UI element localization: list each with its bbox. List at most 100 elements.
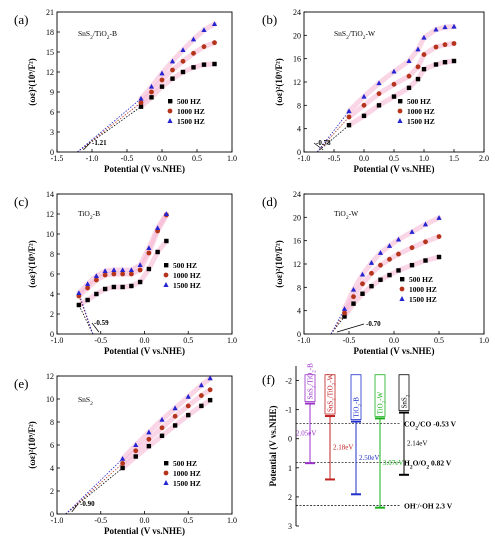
data-point-1000hz bbox=[376, 91, 382, 97]
legend-entry: 500 HZ bbox=[173, 459, 197, 468]
data-point-1000hz bbox=[120, 461, 126, 466]
intercept-arrow bbox=[71, 503, 79, 513]
data-point-1500hz bbox=[146, 245, 152, 250]
y-tick-label: -2 bbox=[285, 377, 292, 386]
data-point-500hz bbox=[433, 62, 439, 67]
x-tick-label: -1.5 bbox=[51, 154, 64, 163]
data-point-1000hz bbox=[170, 67, 175, 73]
x-tick-label: -0.5 bbox=[328, 154, 341, 163]
fit-band bbox=[120, 387, 213, 466]
x-tick-label: -0.5 bbox=[121, 154, 134, 163]
extrapolation-line bbox=[77, 102, 142, 153]
x-tick-label: 0.0 bbox=[157, 154, 167, 163]
band-gap-label: 2.18eV bbox=[333, 444, 353, 452]
data-point-500hz bbox=[378, 277, 383, 282]
data-point-500hz bbox=[133, 454, 138, 459]
data-point-1500hz bbox=[190, 36, 197, 42]
data-point-1000hz bbox=[159, 77, 165, 83]
y-tick-label: -1 bbox=[285, 406, 292, 415]
data-point-1500hz bbox=[172, 405, 178, 411]
y-tick-label: 0 bbox=[50, 510, 54, 519]
x-tick-label: -0.5 bbox=[94, 336, 107, 345]
x-tick-label: -1.0 bbox=[51, 516, 64, 525]
data-point-500hz bbox=[360, 291, 365, 296]
data-point-1500hz bbox=[211, 21, 218, 26]
x-tick-label: -1.0 bbox=[298, 336, 311, 345]
data-point-500hz bbox=[191, 65, 196, 70]
data-point-500hz bbox=[451, 58, 457, 64]
band-name-box bbox=[350, 374, 362, 420]
data-point-1000hz bbox=[137, 267, 143, 273]
legend-entry: 500 HZ bbox=[409, 275, 433, 284]
band-gap-label: 2.50eV bbox=[359, 454, 379, 462]
data-point-1000hz bbox=[360, 281, 365, 287]
data-point-500hz bbox=[346, 122, 352, 128]
data-point-1500hz bbox=[422, 221, 429, 227]
redox-level-label: H2O/O2 0.82 V bbox=[404, 459, 452, 471]
data-point-500hz bbox=[207, 397, 213, 403]
data-point-1000hz bbox=[369, 270, 374, 276]
data-point-1500hz bbox=[406, 58, 412, 63]
data-point-500hz bbox=[376, 103, 382, 108]
data-point-500hz bbox=[102, 286, 108, 292]
data-point-500hz bbox=[436, 254, 442, 260]
data-point-500hz bbox=[120, 284, 125, 290]
y-tick-label: 10 bbox=[46, 395, 54, 404]
data-point-500hz bbox=[138, 104, 144, 109]
y-tick-label: 6 bbox=[50, 441, 54, 450]
data-point-1500hz bbox=[395, 236, 402, 242]
x-tick-label: 1.0 bbox=[479, 336, 489, 345]
y-tick-label: 12 bbox=[293, 260, 301, 269]
y-tick-label: 12 bbox=[46, 372, 54, 381]
x-tick-label: 0.5 bbox=[434, 336, 444, 345]
extrapolation-line bbox=[65, 467, 123, 515]
y-tick-label: 10 bbox=[46, 230, 54, 239]
redox-level-label: CO2/CO -0.53 V bbox=[404, 419, 457, 431]
data-point-500hz bbox=[406, 85, 412, 91]
data-point-1000hz bbox=[415, 64, 421, 70]
legend-marker-1500hz bbox=[163, 480, 169, 485]
data-point-1500hz bbox=[361, 93, 367, 99]
data-point-1500hz bbox=[137, 262, 143, 267]
y-tick-label: 15 bbox=[46, 48, 54, 57]
y-tick-label: 0 bbox=[288, 435, 292, 444]
data-point-1500hz bbox=[159, 70, 165, 76]
data-point-1500hz bbox=[376, 80, 382, 86]
x-tick-label: 0.5 bbox=[183, 336, 193, 345]
y-axis-label: (ωε)²(10⁹/F²) bbox=[27, 240, 37, 288]
panel-label: (f) bbox=[262, 372, 275, 387]
y-tick-label: 4 bbox=[297, 125, 301, 134]
data-point-1000hz bbox=[436, 234, 442, 239]
data-point-1500hz bbox=[146, 429, 152, 435]
data-point-1000hz bbox=[191, 50, 196, 56]
plot-frame bbox=[303, 193, 485, 335]
x-tick-label: 0.0 bbox=[140, 336, 150, 345]
fit-band bbox=[342, 215, 442, 312]
data-point-500hz bbox=[146, 443, 152, 449]
y-tick-label: 20 bbox=[293, 213, 301, 222]
y-tick-label: 0 bbox=[50, 148, 54, 157]
x-tick-label: -0.5 bbox=[94, 516, 107, 525]
y-axis-label: (ωε)²(10⁹/F²) bbox=[27, 58, 37, 106]
band-gap-label: 3.07eV bbox=[383, 459, 403, 467]
y-tick-label: 12 bbox=[46, 68, 54, 77]
data-point-1500hz bbox=[409, 229, 415, 234]
legend-marker-500hz bbox=[168, 99, 173, 104]
extrapolation-line bbox=[78, 304, 94, 335]
data-point-1000hz bbox=[451, 41, 457, 46]
data-point-500hz bbox=[442, 59, 448, 65]
legend-marker-500hz bbox=[400, 277, 405, 282]
data-point-1000hz bbox=[128, 271, 134, 277]
data-point-1500hz bbox=[436, 215, 442, 220]
y-tick-label: 16 bbox=[293, 237, 301, 246]
legend-marker-1500hz bbox=[163, 282, 169, 287]
fit-band bbox=[76, 211, 169, 296]
data-point-1500hz bbox=[133, 442, 139, 447]
x-tick-label: 1.0 bbox=[227, 336, 237, 345]
data-point-1500hz bbox=[391, 68, 397, 74]
data-point-500hz bbox=[201, 62, 207, 67]
x-axis-label: Potential (V vs.NHE) bbox=[104, 346, 185, 356]
intercept-arrow bbox=[83, 142, 91, 151]
x-tick-label: 0.0 bbox=[359, 154, 369, 163]
